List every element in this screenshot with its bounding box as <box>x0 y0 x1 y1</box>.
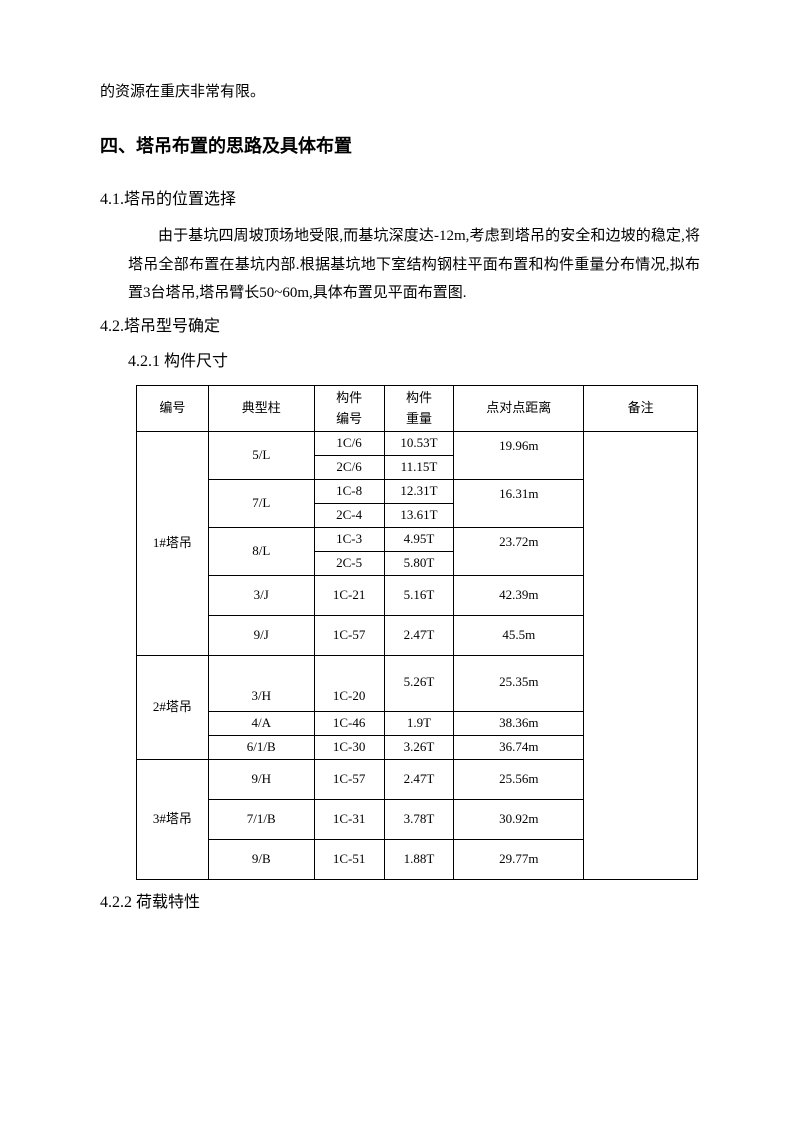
cell-dxz: 7/1/B <box>208 800 314 840</box>
th-bianhao: 编号 <box>137 386 209 432</box>
cell-dist: 16.31m <box>454 480 584 528</box>
cell-gjbh: 1C/6 <box>314 432 384 456</box>
cell-dxz: 3/H <box>208 656 314 712</box>
cell-dist: 23.72m <box>454 528 584 576</box>
cell-dxz: 3/J <box>208 576 314 616</box>
cell-gjbh: 2C-5 <box>314 552 384 576</box>
cell-dist: 30.92m <box>454 800 584 840</box>
heading-section-4: 四、塔吊布置的思路及具体布置 <box>100 132 700 161</box>
cell-dist: 36.74m <box>454 736 584 760</box>
cell-crane-3: 3#塔吊 <box>137 760 209 880</box>
cell-gjzl: 3.78T <box>384 800 454 840</box>
cell-gjzl: 13.61T <box>384 504 454 528</box>
cell-gjzl: 2.47T <box>384 760 454 800</box>
cell-dist: 29.77m <box>454 840 584 880</box>
cell-gjbh: 1C-31 <box>314 800 384 840</box>
cell-dxz: 9/J <box>208 616 314 656</box>
cell-gjzl: 3.26T <box>384 736 454 760</box>
cell-crane-2: 2#塔吊 <box>137 656 209 760</box>
cell-dist: 25.56m <box>454 760 584 800</box>
paragraph-4-1: 由于基坑四周坡顶场地受限,而基坑深度达-12m,考虑到塔吊的安全和边坡的稳定,将… <box>128 222 700 308</box>
heading-4-2-2: 4.2.2 荷载特性 <box>100 890 700 916</box>
cell-dist: 38.36m <box>454 712 584 736</box>
component-size-table: 编号 典型柱 构件 编号 构件 重量 点对点距离 备注 1#塔吊 5/L 1C/… <box>136 385 698 880</box>
cell-gjbh: 1C-57 <box>314 760 384 800</box>
th-djd: 点对点距离 <box>454 386 584 432</box>
cell-gjbh: 1C-20 <box>314 656 384 712</box>
cell-dxz: 9/B <box>208 840 314 880</box>
cell-gjbh: 1C-21 <box>314 576 384 616</box>
th-gjbh: 构件 编号 <box>314 386 384 432</box>
cell-dxz: 7/L <box>208 480 314 528</box>
table-row: 1#塔吊 5/L 1C/6 10.53T 19.96m <box>137 432 698 456</box>
heading-4-2: 4.2.塔吊型号确定 <box>100 314 700 340</box>
cell-gjzl: 1.88T <box>384 840 454 880</box>
heading-4-2-1: 4.2.1 构件尺寸 <box>128 349 700 375</box>
cell-dist: 45.5m <box>454 616 584 656</box>
fragment-top: 的资源在重庆非常有限。 <box>100 80 700 104</box>
cell-gjbh: 1C-8 <box>314 480 384 504</box>
cell-gjzl: 4.95T <box>384 528 454 552</box>
cell-remark <box>584 432 698 880</box>
cell-dist: 25.35m <box>454 656 584 712</box>
cell-gjbh: 2C-4 <box>314 504 384 528</box>
cell-gjzl: 5.16T <box>384 576 454 616</box>
cell-gjzl: 12.31T <box>384 480 454 504</box>
cell-dist: 19.96m <box>454 432 584 480</box>
cell-gjbh: 2C/6 <box>314 456 384 480</box>
cell-dxz: 9/H <box>208 760 314 800</box>
cell-dxz: 4/A <box>208 712 314 736</box>
cell-gjzl: 1.9T <box>384 712 454 736</box>
cell-crane-1: 1#塔吊 <box>137 432 209 656</box>
heading-4-1: 4.1.塔吊的位置选择 <box>100 187 700 213</box>
cell-gjzl: 5.80T <box>384 552 454 576</box>
cell-gjbh: 1C-51 <box>314 840 384 880</box>
th-bz: 备注 <box>584 386 698 432</box>
cell-dist: 42.39m <box>454 576 584 616</box>
cell-gjbh: 1C-3 <box>314 528 384 552</box>
cell-gjzl: 5.26T <box>384 656 454 712</box>
cell-gjzl: 10.53T <box>384 432 454 456</box>
th-dxz: 典型柱 <box>208 386 314 432</box>
th-gjzl: 构件 重量 <box>384 386 454 432</box>
cell-dxz: 8/L <box>208 528 314 576</box>
cell-dxz: 6/1/B <box>208 736 314 760</box>
cell-gjzl: 11.15T <box>384 456 454 480</box>
cell-dxz: 5/L <box>208 432 314 480</box>
cell-gjzl: 2.47T <box>384 616 454 656</box>
table-header-row: 编号 典型柱 构件 编号 构件 重量 点对点距离 备注 <box>137 386 698 432</box>
cell-gjbh: 1C-57 <box>314 616 384 656</box>
cell-gjbh: 1C-30 <box>314 736 384 760</box>
cell-gjbh: 1C-46 <box>314 712 384 736</box>
